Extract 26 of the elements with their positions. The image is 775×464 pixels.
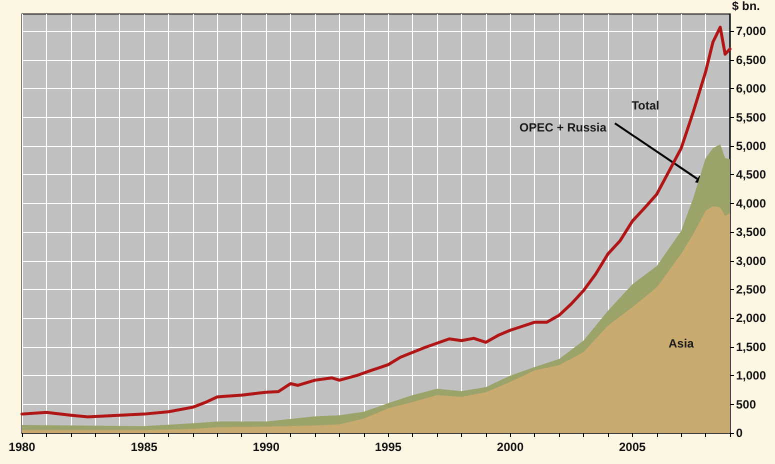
y-tick-label: 6,500 — [736, 52, 766, 67]
line-series — [20, 26, 732, 418]
y-tick-label: 2,000 — [736, 311, 766, 326]
y-tick-label: 4,500 — [736, 168, 766, 182]
y-tick-label: 6,000 — [736, 82, 766, 96]
series-label: Asia — [668, 336, 694, 350]
x-tick-label: 2005 — [618, 440, 646, 454]
x-tick-label: 2000 — [496, 440, 524, 454]
y-tick-label: 4,000 — [736, 196, 766, 210]
x-tick-label: 1990 — [252, 440, 280, 454]
y-tick-label: 5,500 — [736, 110, 766, 124]
y-tick-label: 3,000 — [736, 254, 766, 268]
y-tick-label: 1,000 — [736, 368, 766, 383]
y-tick-label: 7,000 — [736, 24, 766, 38]
x-tick-label: 1985 — [130, 440, 158, 454]
y-tick-label: 3,500 — [736, 225, 766, 240]
y-axis-title: $ bn. — [732, 0, 760, 13]
y-tick-label: 2,500 — [736, 282, 766, 297]
text: Total — [632, 98, 660, 113]
text: OPEC + Russia — [519, 120, 607, 134]
y-tick-label: 0 — [736, 426, 743, 440]
x-tick-label: 1995 — [374, 440, 402, 454]
y-tick-label: 1,500 — [736, 340, 766, 354]
x-tick-label: 1980 — [8, 440, 36, 454]
y-tick-label: 5,000 — [736, 139, 766, 154]
y-tick-label: 500 — [736, 397, 756, 412]
